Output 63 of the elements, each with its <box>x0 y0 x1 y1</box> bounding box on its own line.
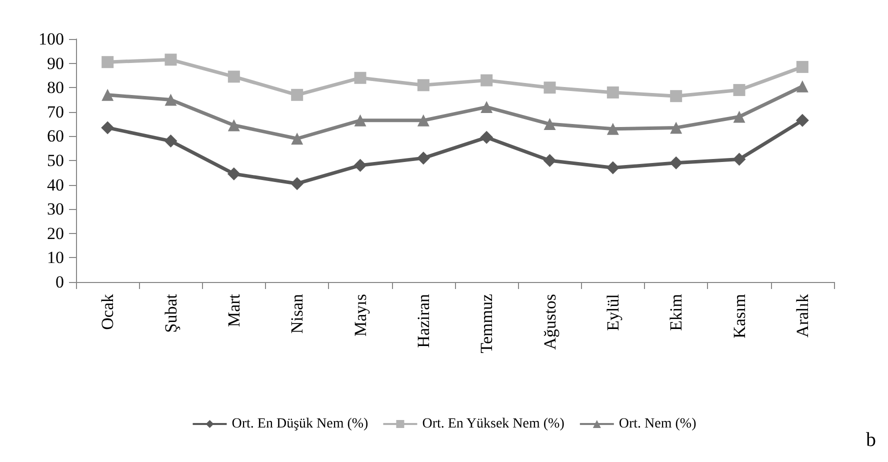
point <box>416 152 430 165</box>
point <box>796 60 808 73</box>
point <box>733 84 746 96</box>
x-tick-label: Aralık <box>792 294 812 338</box>
point <box>227 167 240 180</box>
point <box>543 154 556 167</box>
y-tick-label: 0 <box>56 272 64 292</box>
point <box>606 161 620 174</box>
point <box>102 88 114 101</box>
point <box>670 122 682 134</box>
y-tick-label: 90 <box>47 54 64 73</box>
point <box>354 114 366 126</box>
point <box>480 74 493 86</box>
point <box>733 110 746 123</box>
point <box>796 80 808 92</box>
point <box>670 90 682 102</box>
point <box>606 86 619 98</box>
point <box>101 121 114 134</box>
point <box>102 56 114 68</box>
y-tick-label: 40 <box>47 175 64 194</box>
x-tick-label: Mart <box>224 294 244 328</box>
point <box>164 54 177 66</box>
y-tick-label: 70 <box>47 102 64 122</box>
y-tick-label: 30 <box>47 200 64 219</box>
point <box>228 119 240 132</box>
x-tick-label: Ekim <box>666 294 686 331</box>
x-tick-label: Haziran <box>414 294 433 348</box>
y-tick-label: 20 <box>47 224 64 243</box>
point <box>164 134 178 148</box>
x-tick-label: Temmuz <box>477 294 496 354</box>
point <box>606 122 619 135</box>
point <box>290 177 304 190</box>
text: b <box>866 429 876 451</box>
point <box>480 101 493 114</box>
y-tick-label: 100 <box>38 30 64 48</box>
point <box>417 79 430 92</box>
point <box>670 156 683 170</box>
y-tick-label: 50 <box>47 151 64 170</box>
y-tick-label: 60 <box>47 126 64 146</box>
y-tick-label: 10 <box>47 248 64 268</box>
legend-label: Ort. En Yüksek Nem (%) <box>422 416 565 432</box>
x-tick-label: Nisan <box>288 294 307 334</box>
x-tick-label: Ocak <box>98 294 118 330</box>
legend-label: Ort. Nem (%) <box>618 416 697 432</box>
y-tick-label: 80 <box>47 78 64 98</box>
point <box>291 88 304 101</box>
point <box>796 114 809 127</box>
x-tick-label: Şubat <box>161 294 180 333</box>
x-tick-label: Ağustos <box>540 294 560 350</box>
point <box>544 82 556 94</box>
point <box>354 72 366 84</box>
point <box>732 152 746 166</box>
point <box>164 94 177 106</box>
point <box>291 132 304 145</box>
x-tick-label: Mayıs <box>350 294 370 336</box>
x-tick-label: Kasım <box>730 294 749 338</box>
x-tick-label: Eylül <box>603 294 622 331</box>
point <box>417 114 430 126</box>
point <box>544 118 556 130</box>
point <box>480 130 494 144</box>
point <box>228 70 240 83</box>
point <box>354 158 367 172</box>
legend-label: Ort. En Düşük Nem (%) <box>232 416 369 432</box>
